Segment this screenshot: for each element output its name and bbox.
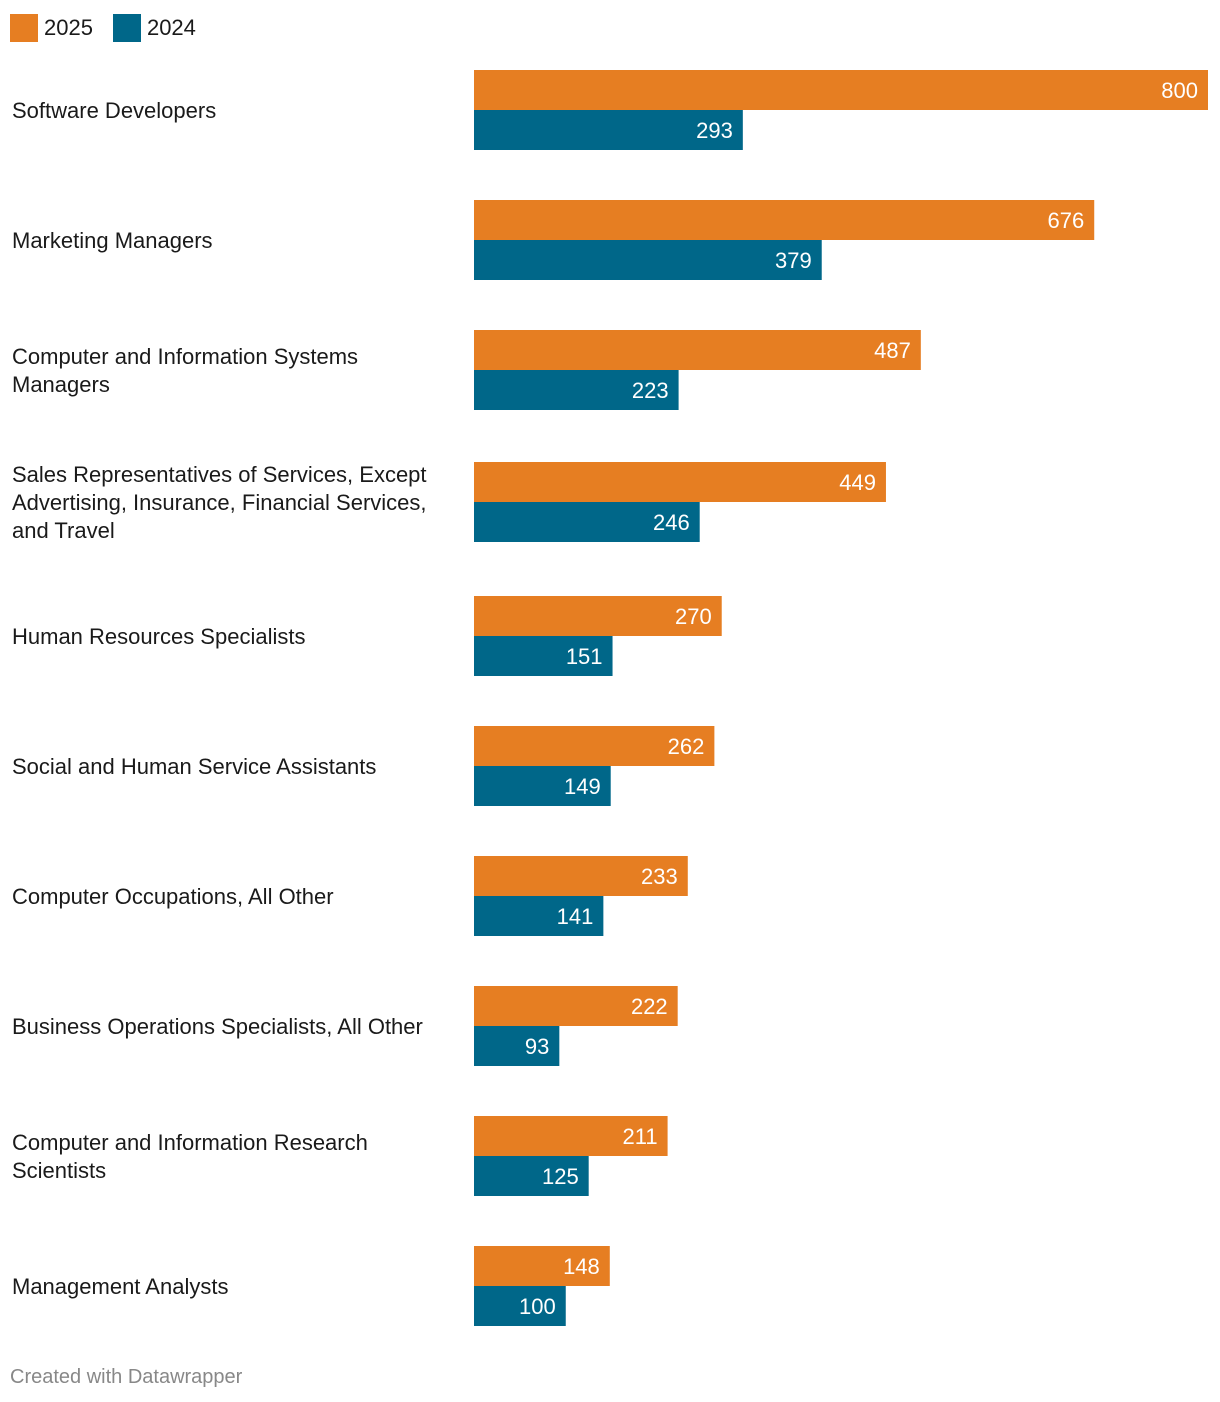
legend: 2025 2024 (10, 14, 216, 42)
category-label: Computer and Information Research Scienti… (12, 1130, 368, 1183)
value-label-2024: 125 (542, 1164, 579, 1189)
value-label-2025: 676 (1048, 208, 1085, 233)
legend-label-2025: 2025 (44, 15, 93, 40)
value-label-2025: 262 (668, 734, 705, 759)
bar-chart: Software Developers 800 293 Marketing Manag… (12, 70, 1208, 1326)
bar-2025[interactable] (474, 726, 715, 766)
bar-2024[interactable] (474, 896, 604, 936)
legend-item-2025: 2025 (10, 14, 93, 42)
value-label-2024: 93 (525, 1034, 549, 1059)
bar-2024[interactable] (474, 766, 611, 806)
value-label-2025: 222 (631, 994, 668, 1019)
category-label: Computer and Information Systems Managers (12, 344, 358, 397)
value-label-2025: 449 (839, 470, 876, 495)
category-label: Software Developers (12, 98, 216, 123)
bar-2024[interactable] (474, 110, 743, 150)
value-label-2025: 211 (623, 1124, 658, 1149)
bar-2025[interactable] (474, 200, 1095, 240)
category-label: Marketing Managers (12, 228, 213, 253)
bar-2024[interactable] (474, 370, 679, 410)
bar-2025[interactable] (474, 856, 688, 896)
value-label-2025: 270 (675, 604, 712, 629)
bar-2024[interactable] (474, 1026, 560, 1066)
value-label-2024: 246 (653, 510, 690, 535)
datawrapper-credit[interactable]: Created with Datawrapper (10, 1366, 243, 1388)
value-label-2025: 487 (874, 338, 911, 363)
legend-item-2024: 2024 (112, 14, 196, 42)
bar-2024[interactable] (474, 1156, 589, 1196)
value-label-2025: 233 (641, 864, 678, 889)
value-label-2025: 800 (1161, 78, 1198, 103)
bar-2025[interactable] (474, 986, 678, 1026)
bar-2025[interactable] (474, 1246, 610, 1286)
bar-2024[interactable] (474, 636, 613, 676)
bar-2025[interactable] (474, 596, 722, 636)
legend-label-2024: 2024 (146, 15, 196, 40)
value-label-2024: 141 (557, 904, 594, 929)
value-label-2024: 100 (519, 1294, 556, 1319)
value-label-2024: 293 (696, 118, 733, 143)
value-label-2025: 148 (563, 1254, 600, 1279)
value-label-2024: 149 (564, 774, 601, 799)
category-label: Computer Occupations, All Other (12, 884, 334, 909)
value-label-2024: 379 (775, 248, 812, 273)
category-label: Human Resources Specialists (12, 624, 305, 649)
category-label: Sales Representatives of Services, Excep… (12, 462, 427, 543)
bar-2024[interactable] (474, 1286, 566, 1326)
bar-2025[interactable] (474, 1116, 668, 1156)
bar-2025[interactable] (474, 70, 1208, 110)
bar-2024[interactable] (474, 502, 700, 542)
category-label: Business Operations Specialists, All Oth… (12, 1014, 423, 1039)
value-label-2024: 223 (632, 378, 669, 403)
legend-swatch-2025 (10, 14, 38, 42)
bar-2025[interactable] (474, 462, 886, 502)
bar-2024[interactable] (474, 240, 822, 280)
category-label: Social and Human Service Assistants (12, 754, 376, 779)
category-label: Management Analysts (12, 1274, 228, 1299)
legend-swatch-2024 (112, 14, 141, 42)
bar-2025[interactable] (474, 330, 921, 370)
value-label-2024: 151 (566, 644, 603, 669)
